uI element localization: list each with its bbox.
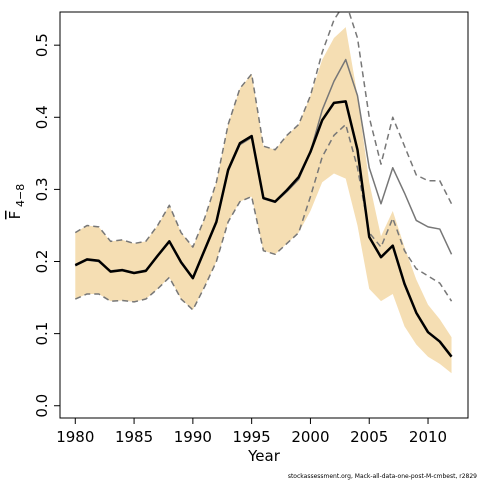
y-tick-label: 0.5 xyxy=(33,33,51,57)
footer: stockassessment.org, Mack-all-data-one-p… xyxy=(288,473,477,480)
y-tick-label: 0.4 xyxy=(33,105,51,129)
y-tick-label: 0.2 xyxy=(33,250,51,274)
y-label-main: F xyxy=(6,211,24,220)
plot-area xyxy=(74,12,453,374)
y-tick-label: 0.0 xyxy=(33,394,51,418)
series-line xyxy=(74,123,453,311)
x-tick-label: 1995 xyxy=(233,428,271,446)
x-tick-label: 1990 xyxy=(174,428,212,446)
x-axis-label: Year xyxy=(247,447,281,465)
x-tick-label: 2000 xyxy=(291,428,329,446)
y-tick-label: 0.1 xyxy=(33,322,51,346)
x-tick-label: 1980 xyxy=(56,428,94,446)
y-tick-label: 0.3 xyxy=(33,177,51,201)
series-line xyxy=(74,12,453,248)
y-axis-label: F 4−8 xyxy=(6,184,27,220)
confidence-band xyxy=(75,27,452,374)
plot-frame xyxy=(59,11,469,419)
series-line xyxy=(74,100,453,358)
y-label-sub: 4−8 xyxy=(14,184,27,207)
x-tick-label: 2005 xyxy=(350,428,388,446)
x-tick-label: 1985 xyxy=(115,428,153,446)
x-tick-label: 2010 xyxy=(409,428,447,446)
